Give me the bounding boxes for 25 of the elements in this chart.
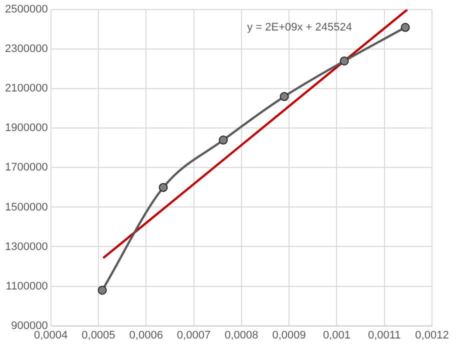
y-tick-label: 2300000 — [4, 43, 48, 56]
point — [280, 92, 289, 102]
annotation: y = 2E+09x + 245524 — [247, 22, 352, 34]
y-tick-label: 2100000 — [4, 82, 48, 95]
x-tick-label: 0,0012 — [415, 329, 449, 342]
point — [218, 136, 228, 145]
x-tick-label: 0,0004 — [34, 329, 68, 342]
x-tick-label: 0,0005 — [82, 329, 116, 342]
y-tick-label: 2500000 — [4, 4, 48, 16]
x-tick-label: 0,0008 — [224, 329, 258, 342]
y-tick-label: 1500000 — [4, 201, 48, 214]
y-tick-label: 1700000 — [4, 162, 48, 174]
x-tick-label: 0,0007 — [176, 329, 211, 342]
point — [400, 22, 410, 32]
y-tick-label: 1100000 — [6, 280, 48, 292]
y-tick-label: 1900000 — [4, 122, 48, 134]
x-tick-label: 0,001 — [322, 329, 350, 342]
point — [158, 182, 168, 192]
x-tick-label: 0,0009 — [272, 329, 306, 342]
y-tick-label: 1300000 — [4, 240, 48, 253]
x-tick-label: 0,0011 — [368, 329, 401, 342]
y-tick-label: 900000 — [11, 320, 48, 332]
point — [340, 56, 349, 66]
point — [98, 286, 107, 295]
x-tick-label: 0,0006 — [129, 329, 163, 342]
